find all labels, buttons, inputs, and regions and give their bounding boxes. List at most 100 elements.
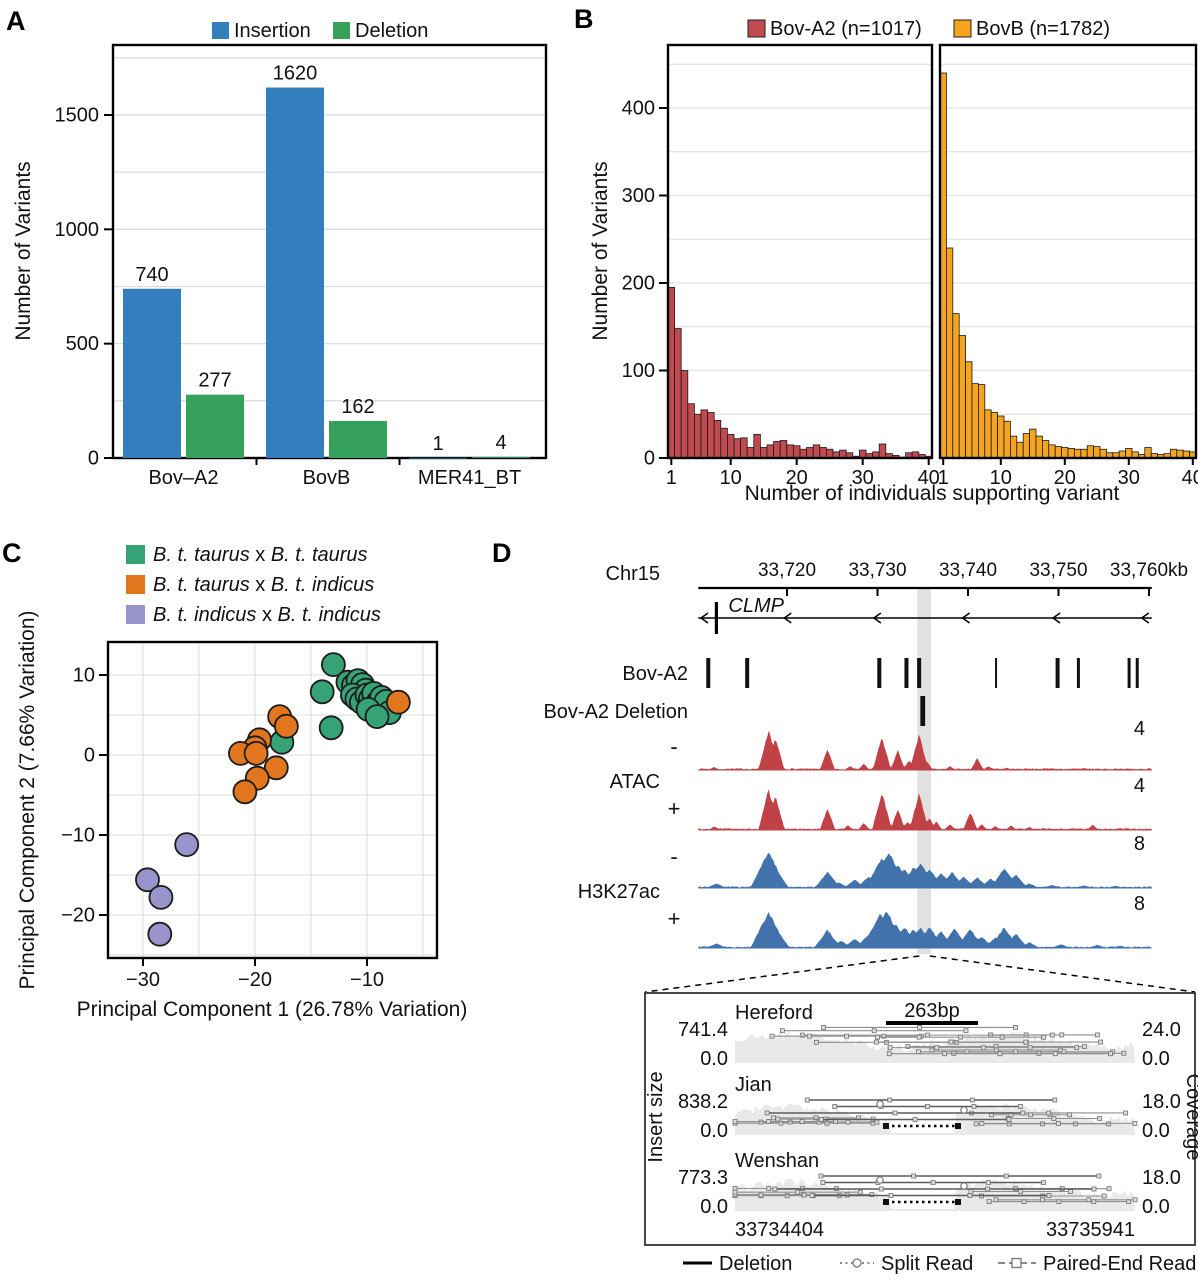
bar-value-label: 740 [135,264,168,286]
panel-a-letter: A [6,6,26,36]
paired-end-marker [1059,1032,1065,1038]
sample-name-label: Hereford [735,1002,813,1024]
paired-end-marker [1051,1116,1057,1121]
legend-label-split-read: Split Read [881,1253,973,1275]
paired-end-marker [809,1193,815,1198]
deletion-breakpoint [883,1199,889,1205]
hist-bar [799,448,807,459]
paired-end-marker [948,1039,954,1045]
paired-end-marker [795,1189,801,1195]
insert-size-min: 0.0 [700,1196,728,1218]
split-read-marker [876,1176,884,1184]
scale-bar [886,1021,978,1025]
track-scale-label: 4 [1134,775,1145,797]
paired-end-marker [985,1180,991,1185]
y-axis-label: Number of Variants [589,161,612,340]
hist-bar [733,438,741,459]
histogram-BovB (n=1782): 1 10 20 30 40 [938,43,1198,489]
paired-end-marker [1049,1032,1055,1038]
paired-end-marker [934,1045,940,1051]
paired-end-marker [924,1032,930,1038]
hist-bar [1016,441,1024,459]
bar-chart-a: 0 500 1000 1500 Number of Variants 740 277 Bov–… [12,43,548,489]
strand-label: + [668,796,681,821]
bar-value-label: 1620 [273,63,318,85]
hist-bar [878,443,887,459]
scatter-plot: −30 −20 −10 −20 −10 0 10 [61,640,439,991]
paired-end-marker [968,1189,974,1194]
hist-bar [1125,447,1133,459]
scatter-point [243,740,269,766]
paired-end-marker [971,1104,977,1109]
insert-size-min: 0.0 [700,1048,728,1070]
deletion-breakpoint [883,1123,889,1129]
paired-end-marker [1106,1186,1112,1192]
hist-bar [1061,447,1069,459]
legend-label: Deletion [355,20,428,42]
genome-browser: 33,720 33,730 33,740 33,750 33,760kb Chr15 CLM… [543,560,1196,993]
legend-swatch-bova2 [747,19,766,38]
paired-end-marker [878,1186,884,1192]
hist-bar [945,247,954,459]
hist-bar [1041,440,1050,459]
paired-end-marker [875,1034,881,1040]
hist-bar [1170,448,1178,459]
paired-end-marker [821,1025,826,1030]
paired-end-marker [832,1104,838,1109]
hist-bar [997,415,1005,459]
paired-end-marker [1020,1110,1026,1116]
strand-label: + [668,906,681,931]
x-tick-label: 1 [938,467,949,489]
hist-bar [812,444,821,459]
hist-bar [1009,435,1018,459]
paired-end-marker [1086,1197,1092,1203]
legend-label-deletion: Deletion [719,1253,792,1275]
paired-end-marker [871,1028,877,1034]
paired-end-marker [779,1028,785,1034]
paired-end-marker [1018,1189,1024,1194]
gene-direction-arrow [961,612,971,624]
signal-track-ATAC+: 4+ [668,775,1152,831]
paired-end-marker [958,1034,964,1040]
split-read-marker [876,1100,884,1108]
bar-deletion [329,420,387,458]
paired-end-marker [758,1192,764,1198]
x-tick-label: 10 [990,467,1012,489]
plot-border [666,43,934,460]
hist-bar [1054,446,1063,459]
x-axis-label: Principal Component 1 (26.78% Variation) [77,998,468,1021]
panel-d-genome-browser: 33,720 33,730 33,740 33,750 33,760kb Chr15 CLM… [543,560,1198,1275]
scatter-point [385,689,411,715]
bova2-track-label: Bov-A2 [622,663,688,685]
insert-size-min: 0.0 [700,1120,728,1142]
legend-swatch-insertion [212,22,229,39]
scale-bar-label: 263bp [904,1000,960,1022]
paired-end-marker [1132,1120,1138,1126]
paired-end-marker [732,1189,738,1195]
bova2-mark [904,658,909,688]
highlight-band [917,588,931,954]
bova2-mark [1135,658,1139,688]
paired-end-marker [857,1189,863,1195]
paired-end-marker [979,1120,985,1126]
panel-b-letter: B [574,4,594,34]
paired-end-marker [1108,1051,1113,1057]
bar-value-label: 162 [341,396,374,418]
paired-end-marker [764,1110,770,1116]
y-tick-label: 500 [66,333,99,355]
bova2-mark [745,658,750,688]
hist-bar [766,444,774,459]
paired-end-marker [963,1028,969,1034]
atac-group-label: ATAC [610,771,660,793]
bar-value-label: 277 [198,370,231,392]
hist-bar [1029,428,1037,459]
paired-end-marker [1121,1050,1127,1056]
paired-end-marker [973,1121,979,1127]
signal-area [698,911,1152,948]
legend-b: Bov-A2 (n=1017) BovB (n=1782) [747,18,1110,40]
paired-end-marker [1052,1051,1058,1057]
sample-name-label: Jian [735,1074,772,1096]
y-tick-label: 200 [622,273,655,295]
x-tick-label: 30 [852,467,874,489]
track-scale-label: 8 [1134,893,1145,915]
